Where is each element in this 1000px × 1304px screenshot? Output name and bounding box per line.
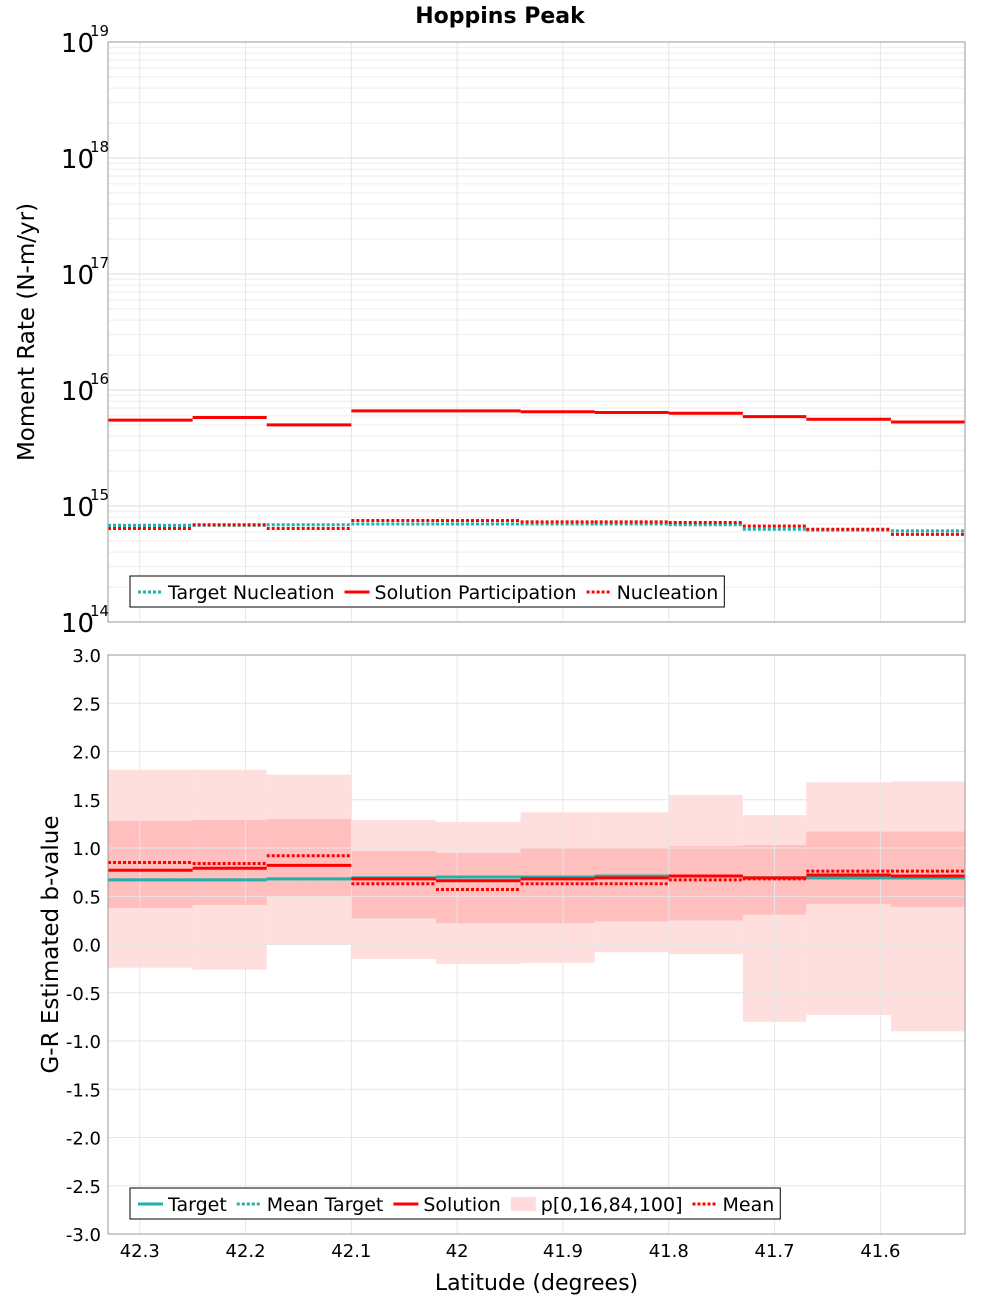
- band-inner: [668, 846, 743, 921]
- b-value-percentile-bands: [108, 769, 965, 1032]
- legend-label: Solution: [423, 1194, 500, 1216]
- moment-rate-grid: [108, 42, 965, 623]
- y-tick-label: -1.0: [66, 1032, 101, 1053]
- moment-rate-legend: Target Nucleation Solution Participation N…: [129, 575, 725, 608]
- y-tick-exponent: 18: [90, 138, 109, 156]
- y-tick-label: 2.5: [72, 694, 101, 715]
- moment-rate-series: [108, 409, 965, 536]
- band-inner: [806, 831, 891, 904]
- legend-swatch: [510, 1197, 536, 1211]
- y-tick-label: 3.0: [72, 646, 101, 667]
- series-nucleation: [108, 518, 965, 536]
- y-tick-label: 10: [61, 493, 94, 523]
- x-tick-label: 41.9: [543, 1241, 583, 1262]
- b-value-y-ticks: 3.0 2.5 2.0 1.5 1.0 0.5 0.0 -0.5 -1.0 -1.5 -2.0 -2.…: [66, 646, 101, 1246]
- legend-label: Target: [167, 1194, 227, 1216]
- y-tick-label: 10: [61, 145, 94, 175]
- legend-label: p[0,16,84,100]: [541, 1194, 683, 1216]
- x-tick-label: 41.6: [860, 1241, 900, 1262]
- band-inner: [890, 831, 965, 907]
- band-outer: [520, 812, 595, 963]
- y-tick-exponent: 14: [90, 602, 109, 620]
- legend-label: Nucleation: [617, 582, 719, 604]
- latitude-x-ticks: 42.3 42.2 42.1 42 41.9 41.8 41.7 41.6: [120, 1241, 901, 1262]
- b-value-y-axis-label: G-R Estimated b-value: [38, 815, 64, 1073]
- y-tick-exponent: 15: [90, 486, 109, 504]
- x-tick-label: 41.7: [755, 1241, 795, 1262]
- band-outer: [435, 821, 521, 964]
- moment-rate-y-axis-label: Moment Rate (N-m/yr): [14, 203, 40, 461]
- x-tick-label: 42.3: [120, 1241, 160, 1262]
- moment-rate-plot-frame: [107, 41, 966, 623]
- x-tick-label: 41.8: [649, 1241, 689, 1262]
- y-tick-label: 2.0: [72, 743, 101, 764]
- y-tick-label: 1.5: [72, 791, 101, 812]
- b-value-grid: [108, 654, 965, 1235]
- x-tick-label: 42.2: [226, 1241, 266, 1262]
- legend-label: Solution Participation: [375, 582, 577, 604]
- band-outer: [351, 820, 436, 959]
- y-tick-label: 10: [61, 377, 94, 407]
- y-tick-label: -2.0: [66, 1129, 101, 1150]
- x-tick-label: 42: [446, 1241, 469, 1262]
- y-tick-label: -2.5: [66, 1177, 101, 1198]
- band-inner: [520, 848, 595, 924]
- series-solution-participation: [108, 409, 965, 427]
- y-tick-label: -0.5: [66, 984, 101, 1005]
- y-tick-label: 10: [61, 29, 94, 59]
- x-tick-label: 42.1: [331, 1241, 371, 1262]
- y-tick-exponent: 16: [90, 370, 109, 388]
- b-value-panel: 3.0 2.5 2.0 1.5 1.0 0.5 0.0 -0.5 -1.0 -1.5 -2.0 -2.…: [38, 646, 966, 1296]
- y-tick-label: -3.0: [66, 1225, 101, 1246]
- band-outer: [266, 774, 352, 945]
- legend-label: Mean: [723, 1194, 775, 1216]
- y-tick-exponent: 17: [90, 254, 109, 272]
- band-inner: [266, 819, 352, 897]
- y-tick-label: 10: [61, 609, 94, 639]
- chart-title: Hoppins Peak: [415, 4, 586, 29]
- legend-label: Mean Target: [267, 1194, 384, 1216]
- band-outer: [890, 781, 965, 1032]
- legend-box: [129, 575, 725, 608]
- band-inner: [108, 820, 193, 908]
- band-outer: [806, 782, 891, 1015]
- latitude-x-axis-label: Latitude (degrees): [435, 1271, 638, 1296]
- y-tick-label: 1.0: [72, 839, 101, 860]
- y-tick-label: 0.0: [72, 936, 101, 957]
- y-tick-label: 0.5: [72, 887, 101, 908]
- y-tick-exponent: 19: [90, 22, 109, 40]
- legend-label: Target Nucleation: [167, 582, 335, 604]
- b-value-series: [108, 854, 965, 891]
- series-mean: [108, 854, 965, 891]
- b-value-legend: Target Mean Target Solution p[0,16,84,100] M…: [129, 1187, 781, 1220]
- b-value-plot-frame: [107, 654, 966, 1235]
- y-tick-label: -1.5: [66, 1080, 101, 1101]
- y-tick-label: 10: [61, 261, 94, 291]
